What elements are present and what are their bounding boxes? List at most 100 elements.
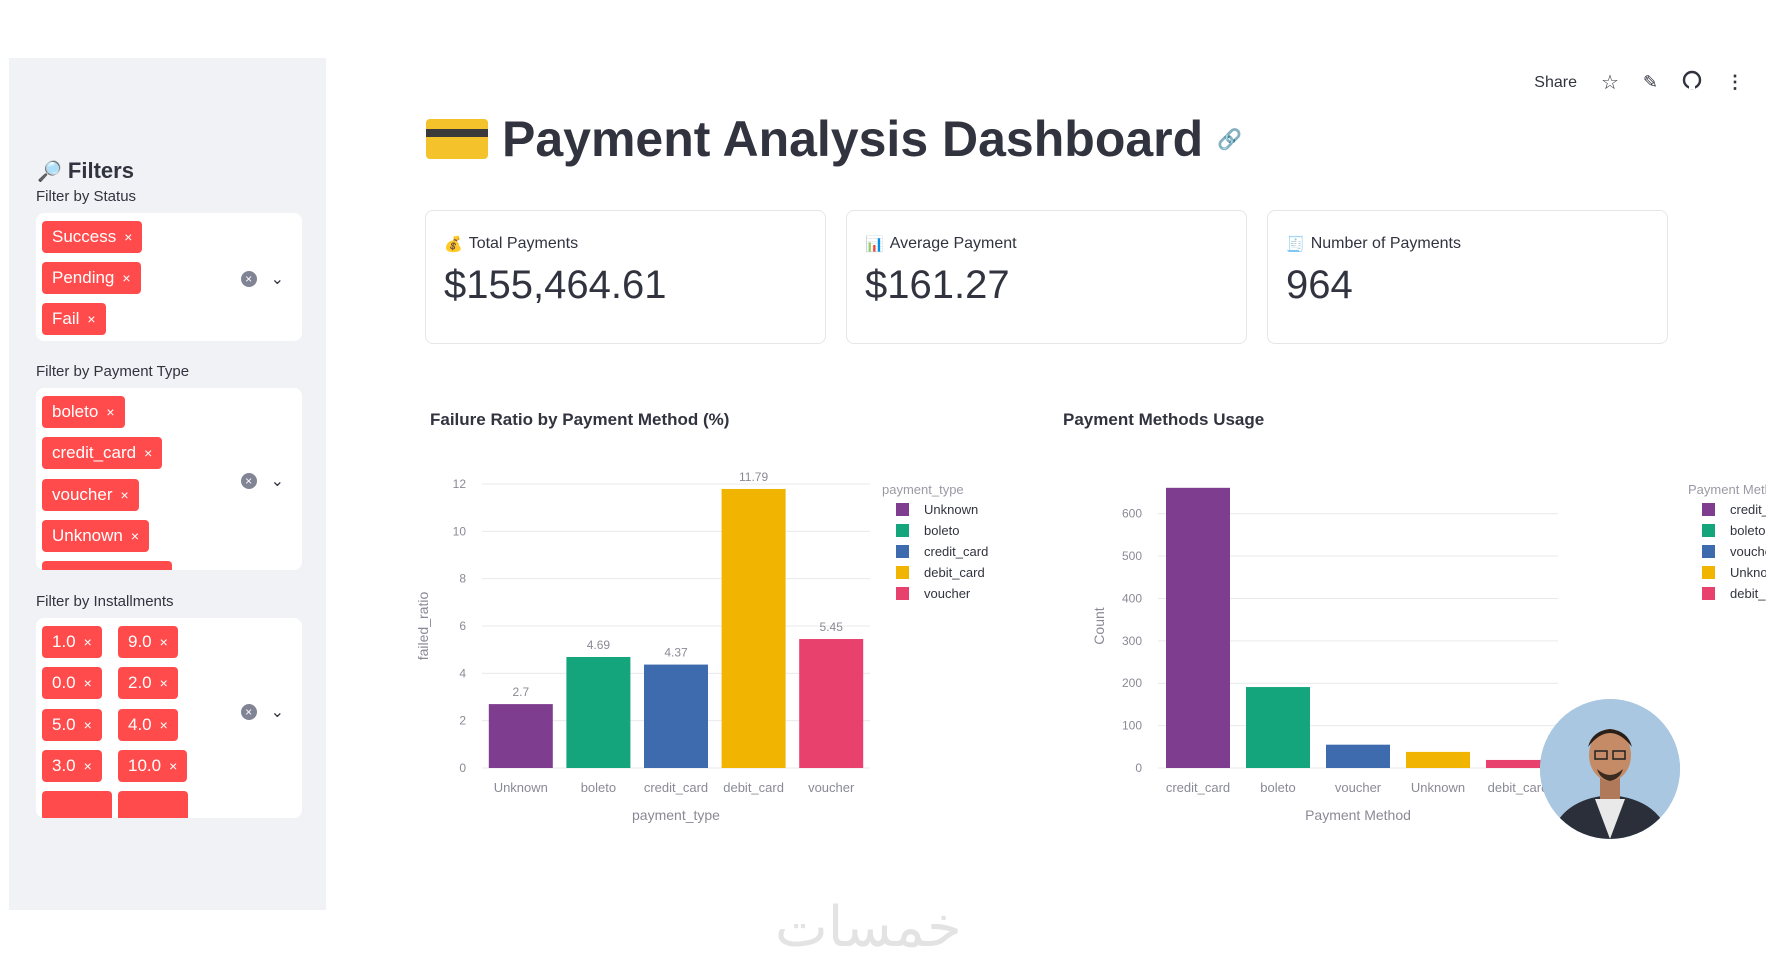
money-bag-icon: 💰 xyxy=(444,236,463,253)
metric-label: Total Payments xyxy=(468,235,579,252)
share-button[interactable]: Share xyxy=(1534,73,1577,91)
metric-value: $161.27 xyxy=(865,263,1010,307)
remove-tag-icon[interactable]: × xyxy=(83,758,92,774)
installments-tag-cut[interactable] xyxy=(42,791,112,818)
remove-tag-icon[interactable]: × xyxy=(120,487,129,503)
payment-type-multiselect[interactable]: boleto × credit_card × voucher × Unknown × ×… xyxy=(36,388,302,570)
remove-tag-icon[interactable]: × xyxy=(144,445,153,461)
installments-tag[interactable]: 5.0 × xyxy=(42,709,102,741)
metric-average-payment: 📊 Average Payment $161.27 xyxy=(846,210,1247,344)
payment-type-tag[interactable]: boleto × xyxy=(42,396,125,428)
remove-tag-icon[interactable]: × xyxy=(159,717,168,733)
page-title: Payment Analysis Dashboard xyxy=(502,111,1204,167)
payment-type-tag[interactable]: Unknown × xyxy=(42,520,150,552)
installments-tag[interactable]: 4.0 × xyxy=(118,709,178,741)
x-tick-label: boleto xyxy=(581,780,616,795)
remove-tag-icon[interactable]: × xyxy=(130,528,140,544)
bar-chart-icon: 📊 xyxy=(865,236,884,253)
legend-title: Payment Method xyxy=(1688,482,1766,497)
remove-tag-icon[interactable]: × xyxy=(159,675,168,691)
status-tag[interactable]: Pending × xyxy=(42,262,141,294)
x-tick-label: debit_card xyxy=(1488,780,1549,795)
x-tick-label: debit_card xyxy=(723,780,784,795)
clear-all-icon[interactable]: × xyxy=(240,271,257,287)
star-icon[interactable]: ☆ xyxy=(1600,72,1619,94)
legend-swatch xyxy=(896,503,909,516)
status-filter-label: Filter by Status xyxy=(36,188,137,205)
metric-value: 964 xyxy=(1286,263,1353,307)
legend-item: boleto xyxy=(1730,523,1765,538)
remove-tag-icon[interactable]: × xyxy=(106,404,115,420)
y-tick-label: 600 xyxy=(1122,507,1142,521)
browser-top-strip xyxy=(0,0,1770,42)
data-label: 4.37 xyxy=(664,646,688,660)
edit-pencil-icon[interactable]: ✎ xyxy=(1642,72,1658,92)
remove-tag-icon[interactable]: × xyxy=(169,758,178,774)
chart-title-failure-ratio: Failure Ratio by Payment Method (%) xyxy=(430,410,730,429)
y-tick-label: 10 xyxy=(453,524,467,538)
magnifier-icon: 🔎 xyxy=(37,160,62,183)
legend-item: Unknown xyxy=(1730,565,1766,580)
legend-swatch xyxy=(1702,524,1715,537)
installments-multiselect[interactable]: 1.0 × 9.0 × 0.0 × 2.0 × 5.0 × 4.0 × 3.0 × 10.0 ×… xyxy=(36,618,302,818)
installments-tag[interactable]: 9.0 × xyxy=(118,626,178,658)
installments-tag[interactable]: 0.0 × xyxy=(42,667,102,699)
payment-type-tag-cut[interactable] xyxy=(42,561,172,570)
metric-number-of-payments: 🧾 Number of Payments 964 xyxy=(1267,210,1668,344)
browser-bottom-strip xyxy=(0,910,1770,970)
credit-card-icon xyxy=(426,119,488,159)
data-label: 5.45 xyxy=(820,620,844,634)
anchor-link-icon[interactable]: 🔗 xyxy=(1217,128,1243,151)
remove-tag-icon[interactable]: × xyxy=(159,634,168,650)
clear-all-icon[interactable]: × xyxy=(240,704,257,720)
legend-item: debit_card xyxy=(1730,586,1766,601)
remove-tag-icon[interactable]: × xyxy=(87,311,96,327)
installments-tag[interactable]: 3.0 × xyxy=(42,750,102,782)
status-tag[interactable]: Fail × xyxy=(42,303,106,335)
y-tick-label: 12 xyxy=(453,477,467,491)
sidebar-title: 🔎 Filters xyxy=(37,158,134,183)
x-tick-label: Unknown xyxy=(1411,780,1465,795)
remove-tag-icon[interactable]: × xyxy=(124,229,133,245)
data-label: 4.69 xyxy=(587,638,611,652)
x-axis-title: payment_type xyxy=(632,807,720,823)
payment-type-tag[interactable]: voucher × xyxy=(42,479,139,511)
x-tick-label: boleto xyxy=(1260,780,1295,795)
profile-avatar xyxy=(1540,699,1680,839)
github-icon[interactable] xyxy=(1682,70,1702,95)
legend-swatch xyxy=(896,524,909,537)
installments-tag[interactable]: 1.0 × xyxy=(42,626,102,658)
legend-swatch xyxy=(896,566,909,579)
legend-item: Unknown xyxy=(924,502,978,517)
more-menu-icon[interactable]: ⋮ xyxy=(1726,72,1744,92)
status-tag[interactable]: Success × xyxy=(42,221,143,253)
legend-item: voucher xyxy=(1730,544,1766,559)
chevron-down-icon[interactable]: ⌄ xyxy=(270,271,284,288)
y-tick-label: 2 xyxy=(459,714,466,728)
legend-swatch xyxy=(1702,503,1715,516)
chart-title-methods-usage: Payment Methods Usage xyxy=(1063,410,1265,429)
chevron-down-icon[interactable]: ⌄ xyxy=(270,704,284,721)
remove-tag-icon[interactable]: × xyxy=(122,270,131,286)
legend-swatch xyxy=(1702,587,1715,600)
y-tick-label: 300 xyxy=(1122,634,1142,648)
payment-type-tag[interactable]: credit_card × xyxy=(42,437,163,469)
metric-total-payments: 💰 Total Payments $155,464.61 xyxy=(425,210,826,344)
legend-swatch xyxy=(896,545,909,558)
y-tick-label: 8 xyxy=(459,572,466,586)
legend-item: credit_card xyxy=(1730,502,1766,517)
x-tick-label: voucher xyxy=(808,780,855,795)
x-tick-label: voucher xyxy=(1335,780,1382,795)
remove-tag-icon[interactable]: × xyxy=(83,675,92,691)
legend-item: voucher xyxy=(924,586,971,601)
installments-tag-cut[interactable] xyxy=(118,791,188,818)
installments-tag[interactable]: 10.0 × xyxy=(118,750,188,782)
chevron-down-icon[interactable]: ⌄ xyxy=(270,473,284,490)
legend-swatch xyxy=(1702,566,1715,579)
status-multiselect[interactable]: Success × Pending × Fail × × ⌄ xyxy=(36,213,302,341)
remove-tag-icon[interactable]: × xyxy=(83,634,92,650)
remove-tag-icon[interactable]: × xyxy=(83,717,92,733)
installments-tag[interactable]: 2.0 × xyxy=(118,667,178,699)
bar xyxy=(799,639,864,768)
clear-all-icon[interactable]: × xyxy=(240,473,257,489)
